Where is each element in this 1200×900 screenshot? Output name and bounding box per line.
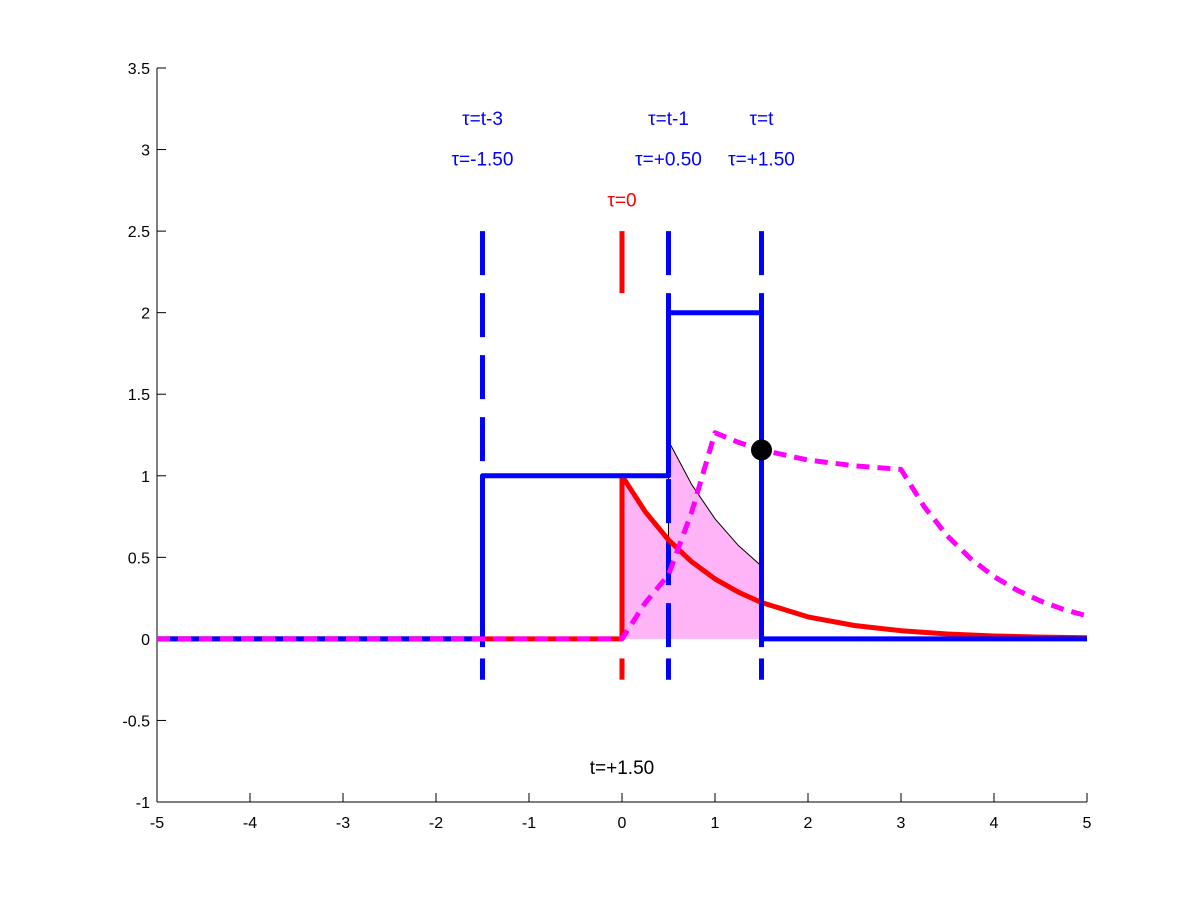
y-tick-label: 0 bbox=[141, 632, 150, 649]
x-tick-label: 1 bbox=[711, 815, 720, 832]
y-tick-label: 0.5 bbox=[128, 550, 150, 567]
x-tick-label: -4 bbox=[243, 815, 257, 832]
series-line-solid-red-exponential bbox=[157, 473, 1088, 642]
tau-zero-label: τ=0 bbox=[607, 190, 636, 211]
x-tick-label: -5 bbox=[150, 815, 164, 832]
series-layer bbox=[157, 310, 1088, 642]
y-tick-label: 2.5 bbox=[128, 224, 150, 241]
series-line-dashed-magenta bbox=[157, 430, 1088, 642]
y-tick-label: 3 bbox=[141, 143, 150, 160]
x-tick-label: 3 bbox=[897, 815, 906, 832]
y-tick-label: 3.5 bbox=[128, 61, 150, 78]
y-tick-label: 1.5 bbox=[128, 387, 150, 404]
x-tick-label: -2 bbox=[429, 815, 443, 832]
tau-label: τ=t-1 bbox=[648, 109, 689, 130]
y-tick-label: -1 bbox=[136, 795, 150, 812]
y-tick-label: -0.5 bbox=[122, 713, 150, 730]
tau-label: τ=t-3 bbox=[462, 109, 503, 130]
tau-label: τ=-1.50 bbox=[452, 150, 514, 171]
overlap-top-edge bbox=[668, 440, 762, 567]
x-tick-label: 2 bbox=[804, 815, 813, 832]
axes: -5 -4 -3 -2 -1 0 1 2 3 4 5 -1 -0.5 0 0.5 1 1.5 2 2.5 3 3.5 bbox=[122, 61, 1091, 832]
x-tick-label: -3 bbox=[336, 815, 350, 832]
current-point-marker bbox=[751, 439, 772, 461]
time-label: t=+1.50 bbox=[590, 758, 654, 779]
x-tick-label: -1 bbox=[522, 815, 536, 832]
x-tick-label: 0 bbox=[618, 815, 627, 832]
x-tick-label: 5 bbox=[1083, 815, 1092, 832]
y-tick-label: 2 bbox=[141, 306, 150, 323]
series-line-solid-blue-step bbox=[157, 310, 1087, 642]
y-tick-label: 1 bbox=[141, 469, 150, 486]
tau-label: τ=t bbox=[750, 109, 775, 130]
tau-label: τ=+1.50 bbox=[728, 150, 795, 171]
x-tick-label: 4 bbox=[990, 815, 999, 832]
tau-label: τ=+0.50 bbox=[635, 150, 702, 171]
annotation-layer: τ=t-3 τ=-1.50 τ=t-1 τ=+0.50 τ=t τ=+1.50 τ=0 t=+… bbox=[452, 109, 795, 779]
